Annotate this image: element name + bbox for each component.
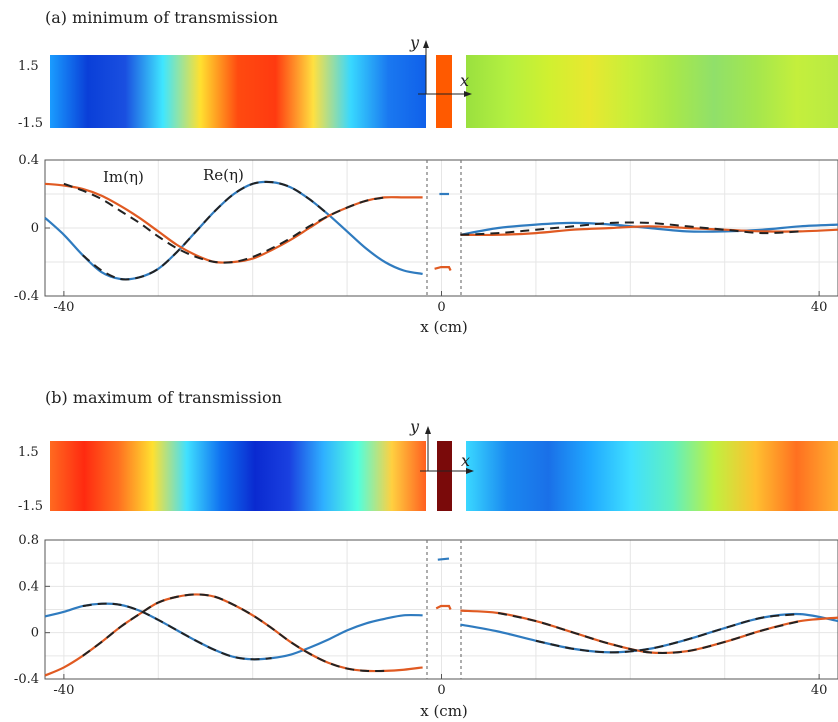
panel-b-heatmap-right — [466, 441, 838, 511]
panel-b-series-2-left-line — [44, 593, 423, 677]
panel-a-ytick-label: 0 — [31, 221, 39, 236]
panel-a-inset-x-label: x — [460, 71, 469, 90]
panel-b-slab — [437, 441, 452, 511]
panel-a-slab — [436, 55, 452, 128]
panel-a-series-3-right-line — [460, 221, 801, 236]
panel-b-series-4-left-line — [82, 602, 272, 661]
panel-b: (b) maximum of transmission 1.5 -1.5 y x… — [14, 388, 838, 720]
panel-a-series-3-left-line — [63, 182, 386, 264]
panel-a-heatmap-left — [50, 55, 426, 128]
panel-a-series-2-left-line — [44, 182, 423, 264]
panel-a-xtick-label: -40 — [53, 300, 74, 315]
panel-b-series-3-left-line — [82, 593, 385, 673]
panel-a-series-2-slab-line — [434, 266, 452, 271]
panel-b-series-4-right-line — [535, 613, 801, 654]
panel-a-series-4-left-line — [82, 180, 329, 281]
panel-b-series-1-left-line — [44, 602, 423, 661]
panel-a-series-2-right-line — [460, 225, 838, 237]
panel-b-xtick-label: -40 — [53, 683, 74, 698]
panel-b-ytick-label: -0.4 — [14, 672, 39, 687]
panel-b-line-plot: -40 0 40 -0.4 0 0.4 0.8 — [14, 533, 838, 698]
panel-a-inset-axes — [418, 40, 472, 97]
panel-a-series-1-left-line — [44, 180, 423, 281]
panel-a-heatmap-right — [466, 55, 838, 128]
panel-b-heatmap-ytick-top: 1.5 — [18, 445, 39, 460]
panel-b-series-3-right-line — [497, 611, 801, 654]
panel-b-heatmap-ytick-bottom: -1.5 — [18, 499, 43, 514]
panel-b-inset-y-label: y — [409, 417, 420, 436]
panel-b-series-1-right-line — [460, 612, 838, 654]
panel-b-series-1-slab-line — [437, 557, 450, 561]
panel-a-ytick-label: -0.4 — [14, 289, 39, 304]
panel-a-xtick-label: 0 — [437, 300, 445, 315]
panel-a-heatmap-ytick-bottom: -1.5 — [18, 116, 43, 131]
panel-b-inset-axes — [420, 426, 474, 474]
panel-b-ytick-label: 0.8 — [18, 533, 39, 548]
panel-a-xlabel: x (cm) — [420, 318, 468, 336]
panel-b-xtick-label: 0 — [437, 683, 445, 698]
panel-a-title: (a) minimum of transmission — [45, 8, 278, 27]
panel-b-ytick-label: 0 — [31, 626, 39, 641]
panel-a-ytick-label: 0.4 — [18, 153, 39, 168]
panel-b-inset-x-label: x — [461, 451, 470, 470]
panel-a: (a) minimum of transmission 1.5 -1.5 y x… — [14, 8, 838, 336]
panel-b-ytick-label: 0.4 — [18, 579, 39, 594]
panel-b-title: (b) maximum of transmission — [45, 388, 282, 407]
panel-a-series-1-right-line — [460, 221, 838, 236]
panel-a-inset-y-label: y — [409, 33, 420, 52]
panel-b-xlabel: x (cm) — [420, 702, 468, 720]
panel-b-xtick-label: 40 — [811, 683, 828, 698]
panel-b-heatmap-left — [50, 441, 426, 511]
panel-a-legend-im: Im(η) — [103, 168, 144, 186]
panel-a-heatmap-ytick-top: 1.5 — [18, 59, 39, 74]
panel-a-line-plot: -40 0 40 -0.4 0 0.4 — [14, 153, 838, 315]
panel-a-legend-re: Re(η) — [203, 166, 244, 184]
panel-b-series-2-slab-line — [435, 604, 452, 610]
panel-a-xtick-label: 40 — [811, 300, 828, 315]
